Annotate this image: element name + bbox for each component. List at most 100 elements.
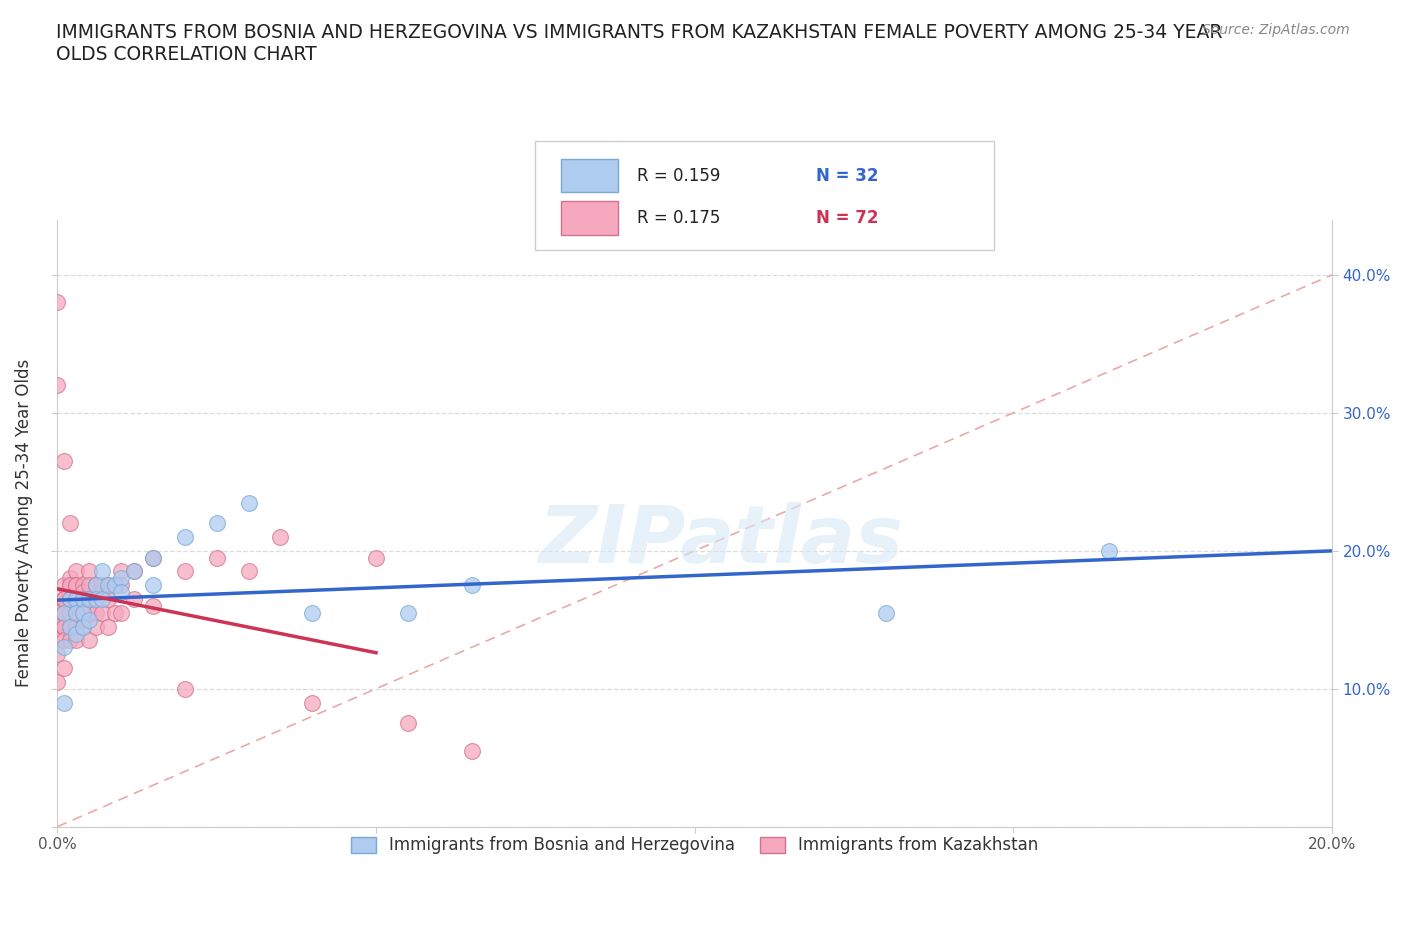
Point (65, 605, 87, 620)
Point (90, 585, 112, 600)
Point (110, 564, 132, 578)
Point (84, 619, 107, 634)
Point (72, 591, 94, 606)
Point (52, 591, 75, 606)
Point (97, 591, 120, 606)
Point (72, 605, 94, 620)
Point (110, 585, 132, 600)
Point (97, 578, 120, 592)
Text: N = 32: N = 32 (815, 166, 879, 185)
Point (52, 660, 75, 675)
Y-axis label: Female Poverty Among 25-34 Year Olds: Female Poverty Among 25-34 Year Olds (15, 359, 32, 687)
Point (110, 605, 132, 620)
Point (46, 378, 69, 392)
Point (77, 591, 100, 606)
Point (59, 633, 82, 648)
Point (84, 591, 107, 606)
Point (173, 564, 195, 578)
Point (46, 619, 69, 634)
Point (52, 605, 75, 620)
FancyBboxPatch shape (561, 159, 619, 193)
Point (90, 578, 112, 592)
Point (65, 633, 87, 648)
Point (59, 619, 82, 634)
Point (52, 619, 75, 634)
Point (59, 578, 82, 592)
Point (396, 716, 419, 731)
Point (72, 605, 94, 620)
Point (72, 585, 94, 600)
Point (72, 619, 94, 634)
Point (90, 564, 112, 578)
Point (72, 591, 94, 606)
Point (65, 619, 87, 634)
Point (65, 578, 87, 592)
Point (84, 578, 107, 592)
Point (65, 591, 87, 606)
Point (65, 564, 87, 578)
Point (97, 578, 120, 592)
Point (52, 454, 75, 469)
Point (460, 578, 482, 592)
Point (65, 626, 87, 641)
Point (52, 695, 75, 710)
Point (301, 695, 323, 710)
Point (122, 564, 145, 578)
Point (173, 529, 195, 544)
FancyBboxPatch shape (561, 202, 619, 235)
Point (460, 743, 482, 758)
Point (110, 571, 132, 586)
Point (84, 578, 107, 592)
Point (65, 578, 87, 592)
Point (52, 619, 75, 634)
Point (142, 599, 165, 614)
Point (65, 619, 87, 634)
Point (205, 516, 228, 531)
Point (65, 591, 87, 606)
Point (59, 591, 82, 606)
Point (84, 591, 107, 606)
Point (59, 605, 82, 620)
Point (52, 640, 75, 655)
Point (52, 605, 75, 620)
Point (77, 564, 100, 578)
Point (142, 578, 165, 592)
Point (59, 591, 82, 606)
Text: R = 0.175: R = 0.175 (637, 209, 721, 227)
Point (142, 551, 165, 565)
Point (65, 591, 87, 606)
Point (46, 633, 69, 648)
Point (84, 578, 107, 592)
Point (104, 578, 127, 592)
Point (301, 605, 323, 620)
Point (52, 633, 75, 648)
Point (65, 605, 87, 620)
Point (269, 529, 291, 544)
FancyBboxPatch shape (536, 140, 994, 250)
Legend: Immigrants from Bosnia and Herzegovina, Immigrants from Kazakhstan: Immigrants from Bosnia and Herzegovina, … (344, 830, 1045, 861)
Point (396, 605, 419, 620)
Point (77, 605, 100, 620)
Text: N = 72: N = 72 (815, 209, 879, 227)
Point (59, 619, 82, 634)
Point (173, 682, 195, 697)
Point (364, 551, 387, 565)
Point (84, 605, 107, 620)
Point (52, 578, 75, 592)
Point (142, 551, 165, 565)
Point (77, 612, 100, 627)
Point (46, 605, 69, 620)
Point (46, 674, 69, 689)
Point (90, 605, 112, 620)
Point (122, 591, 145, 606)
Point (110, 578, 132, 592)
Text: R = 0.159: R = 0.159 (637, 166, 721, 185)
Point (238, 495, 260, 510)
Point (122, 564, 145, 578)
Text: ZIPatlas: ZIPatlas (537, 502, 903, 580)
Point (72, 578, 94, 592)
Point (52, 591, 75, 606)
Point (77, 578, 100, 592)
Text: Source: ZipAtlas.com: Source: ZipAtlas.com (1202, 23, 1350, 37)
Point (104, 605, 127, 620)
